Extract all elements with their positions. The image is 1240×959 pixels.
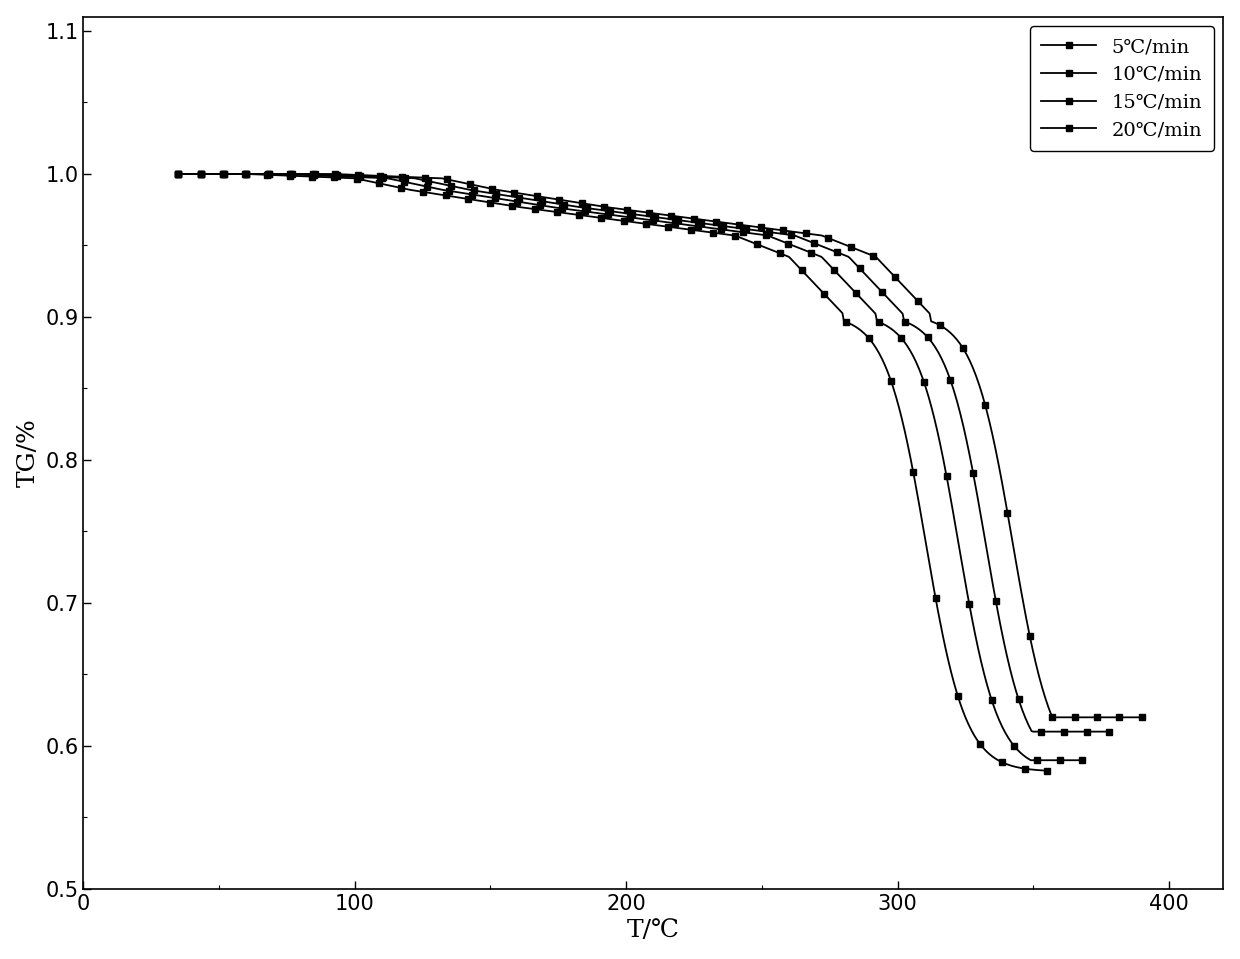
Legend: 5℃/min, 10℃/min, 15℃/min, 20℃/min: 5℃/min, 10℃/min, 15℃/min, 20℃/min: [1029, 27, 1214, 151]
X-axis label: T/℃: T/℃: [627, 920, 680, 943]
Y-axis label: TG/%: TG/%: [16, 418, 40, 487]
